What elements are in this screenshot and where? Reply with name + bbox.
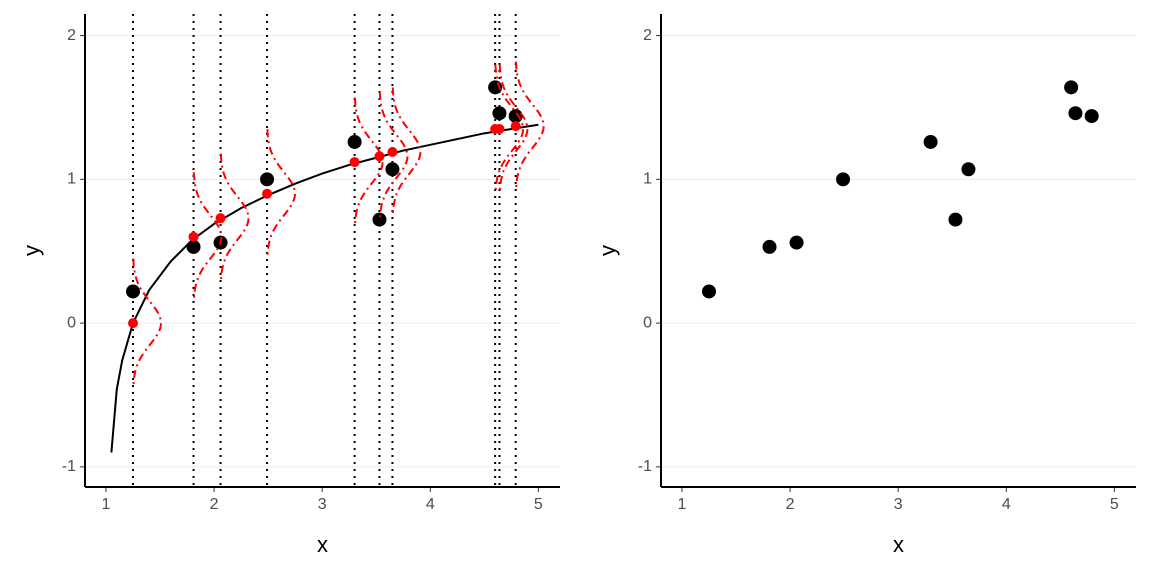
x-tick-label: 2 [786, 496, 795, 513]
x-tick-label: 1 [102, 496, 111, 513]
point [372, 212, 387, 227]
density-curve [219, 153, 250, 283]
point [349, 157, 360, 168]
y-axis-title: y [19, 245, 44, 256]
point [701, 284, 716, 299]
density-curve [498, 64, 529, 194]
point [215, 213, 226, 224]
density-curve [353, 97, 384, 227]
y-tick-label: 1 [67, 171, 76, 188]
x-axis-title: x [893, 532, 904, 557]
point [347, 134, 362, 149]
y-tick-label: -1 [638, 458, 652, 475]
panel: -1 0 1 2 1 2 3 4 5 x y [19, 14, 560, 557]
density-curve [266, 129, 297, 259]
panel: -1 0 1 2 1 2 3 4 5 x y [595, 14, 1136, 557]
density-curve [515, 61, 545, 191]
x-tick-label: 3 [894, 496, 903, 513]
x-axis-title: x [317, 532, 328, 557]
point [127, 318, 138, 329]
y-tick-label: 2 [643, 27, 652, 44]
density-curve [132, 258, 163, 388]
point [789, 235, 804, 250]
point [374, 151, 385, 162]
point [1084, 109, 1099, 124]
y-tick-label: 2 [67, 27, 76, 44]
x-tick-label: 5 [1110, 496, 1119, 513]
point [961, 162, 976, 177]
point [948, 212, 963, 227]
y-axis-title: y [595, 245, 620, 256]
x-tick-label: 4 [426, 496, 435, 513]
point [836, 172, 851, 187]
y-tick-label: 0 [643, 314, 652, 331]
fit-curve [110, 123, 539, 453]
point [260, 172, 275, 187]
point [385, 162, 400, 177]
y-tick-label: -1 [62, 458, 76, 475]
density-curve [494, 64, 525, 194]
point [262, 188, 273, 199]
point [387, 147, 398, 158]
y-tick-label: 1 [643, 171, 652, 188]
point [762, 239, 777, 254]
x-tick-label: 4 [1002, 496, 1011, 513]
x-tick-label: 3 [318, 496, 327, 513]
point [125, 284, 140, 299]
x-tick-label: 1 [678, 496, 687, 513]
x-tick-label: 2 [210, 496, 219, 513]
point [492, 106, 507, 121]
point [1064, 80, 1079, 95]
point [494, 124, 505, 135]
point [1068, 106, 1083, 121]
point [508, 109, 523, 124]
density-curve [192, 172, 223, 302]
point [188, 231, 199, 242]
density-curve [391, 87, 422, 217]
density-curve [378, 91, 409, 221]
y-tick-label: 0 [67, 314, 76, 331]
point [186, 239, 201, 254]
point [510, 121, 521, 132]
point [923, 134, 938, 149]
x-tick-label: 5 [534, 496, 543, 513]
